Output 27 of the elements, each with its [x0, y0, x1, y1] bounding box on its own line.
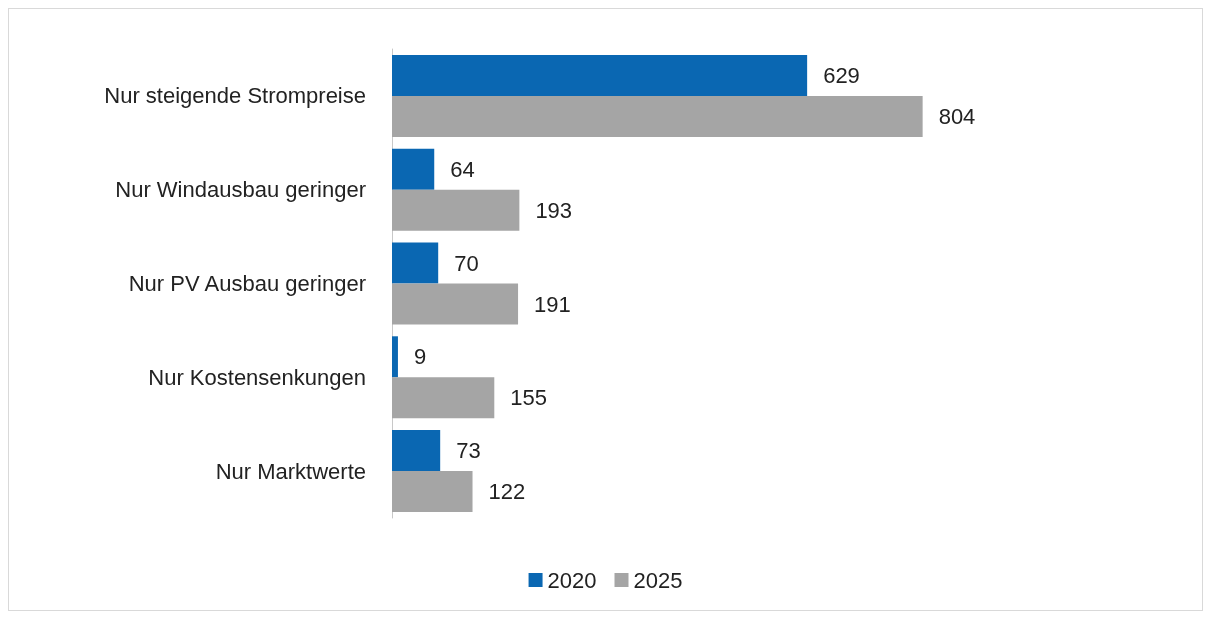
bar	[392, 377, 495, 419]
legend-label: 2025	[633, 567, 683, 593]
y-tick-label: Nur PV Ausbau geringer	[128, 271, 366, 296]
data-label: 64	[450, 156, 475, 182]
y-tick-label: Nur Windausbau geringer	[115, 177, 366, 203]
bar	[392, 430, 441, 472]
bar	[392, 283, 519, 325]
y-tick-label: Nur Kostensenkungen	[148, 364, 366, 390]
data-label: 191	[534, 291, 571, 317]
data-label: 629	[823, 62, 860, 88]
bar	[392, 54, 808, 96]
data-label: 155	[510, 385, 548, 411]
bar	[392, 148, 435, 190]
bar	[392, 471, 473, 513]
y-tick-label: Nur Marktwerte	[215, 458, 366, 484]
data-label: 122	[488, 479, 526, 505]
bar	[392, 242, 439, 284]
bar	[392, 189, 520, 231]
legend-label: 2020	[547, 567, 597, 593]
bar	[392, 95, 923, 137]
data-label: 9	[413, 344, 427, 370]
data-label: 73	[456, 438, 481, 464]
data-label: 193	[535, 197, 573, 223]
data-label: 70	[454, 250, 479, 276]
bar	[392, 336, 398, 378]
data-label: 804	[938, 103, 976, 129]
y-tick-label: Nur steigende Strompreise	[104, 83, 366, 109]
